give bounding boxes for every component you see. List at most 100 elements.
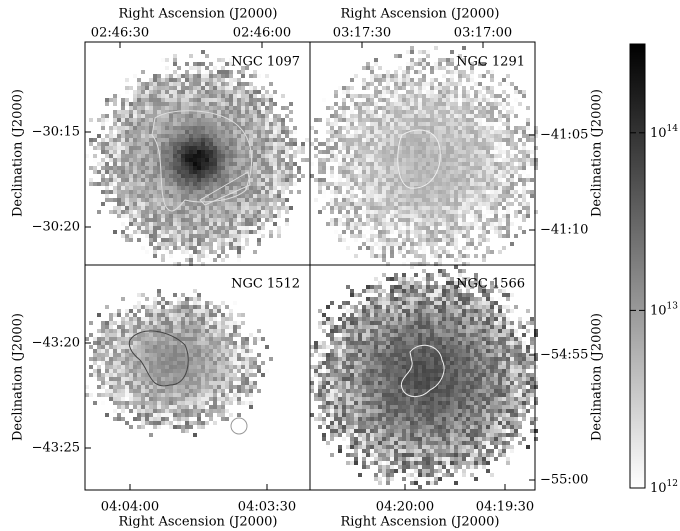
pixel [213, 309, 217, 313]
pixel [462, 166, 466, 170]
pixel [253, 186, 257, 190]
pixel [129, 122, 133, 126]
pixel [149, 154, 153, 158]
pixel [510, 210, 514, 214]
pixel [490, 234, 494, 238]
pixel [201, 82, 205, 86]
pixel [426, 202, 430, 206]
pixel [237, 162, 241, 166]
pixel [153, 182, 157, 186]
pixel [97, 134, 101, 138]
pixel [129, 154, 133, 158]
pixel [434, 114, 438, 118]
pixel [334, 114, 338, 118]
pixel [189, 202, 193, 206]
pixel [486, 198, 490, 202]
pixel [346, 106, 350, 110]
pixel [185, 202, 189, 206]
pixel [342, 202, 346, 206]
pixel [125, 309, 129, 313]
pixel [450, 110, 454, 114]
pixel [506, 130, 510, 134]
pixel [414, 138, 418, 142]
pixel [169, 102, 173, 106]
pixel [165, 234, 169, 238]
pixel [173, 341, 177, 345]
pixel [153, 190, 157, 194]
pixel [474, 114, 478, 118]
pixel [197, 122, 201, 126]
pixel [145, 158, 149, 162]
pixel [338, 158, 342, 162]
pixel [386, 246, 390, 250]
pixel [342, 98, 346, 102]
pixel [197, 86, 201, 90]
pixel [334, 106, 338, 110]
pixel [197, 226, 201, 230]
pixel [233, 357, 237, 361]
pixel [257, 349, 261, 353]
pixel [205, 166, 209, 170]
pixel [249, 90, 253, 94]
pixel [85, 349, 89, 353]
pixel [450, 254, 454, 258]
pixel [265, 218, 269, 222]
pixel [141, 222, 145, 226]
pixel [386, 114, 390, 118]
pixel [165, 114, 169, 118]
pixel [153, 337, 157, 341]
pixel [418, 130, 422, 134]
pixel [161, 218, 165, 222]
pixel [462, 210, 466, 214]
pixel [518, 110, 522, 114]
pixel [370, 186, 374, 190]
pixel [450, 214, 454, 218]
pixel [137, 305, 141, 309]
pixel [386, 222, 390, 226]
pixel [297, 198, 301, 202]
pixel [378, 174, 382, 178]
pixel [454, 202, 458, 206]
pixel [237, 166, 241, 170]
pixel [426, 82, 430, 86]
pixel [430, 110, 434, 114]
pixel [398, 206, 402, 210]
pixel [450, 162, 454, 166]
pixel [466, 138, 470, 142]
pixel [406, 210, 410, 214]
pixel [133, 218, 137, 222]
pixel [442, 238, 446, 242]
pixel [161, 345, 165, 349]
pixel [338, 222, 342, 226]
pixel [153, 150, 157, 154]
pixel [169, 138, 173, 142]
pixel [358, 190, 362, 194]
pixel [105, 357, 109, 361]
pixel [410, 258, 414, 262]
pixel [310, 126, 314, 130]
pixel [526, 214, 530, 218]
pixel [149, 178, 153, 182]
pixel [233, 234, 237, 238]
pixel [438, 186, 442, 190]
pixel [269, 182, 273, 186]
pixel [181, 357, 185, 361]
pixel [402, 90, 406, 94]
pixel [169, 254, 173, 258]
pixel [410, 202, 414, 206]
pixel [350, 138, 354, 142]
pixel [506, 150, 510, 154]
pixel [478, 238, 482, 242]
pixel [257, 130, 261, 134]
pixel [494, 218, 498, 222]
pixel [466, 234, 470, 238]
pixel [434, 98, 438, 102]
pixel [446, 230, 450, 234]
pixel [426, 230, 430, 234]
pixel [366, 158, 370, 162]
pixel [454, 250, 458, 254]
pixel [450, 258, 454, 262]
pixel [398, 58, 402, 62]
pixel [438, 98, 442, 102]
pixel [470, 226, 474, 230]
